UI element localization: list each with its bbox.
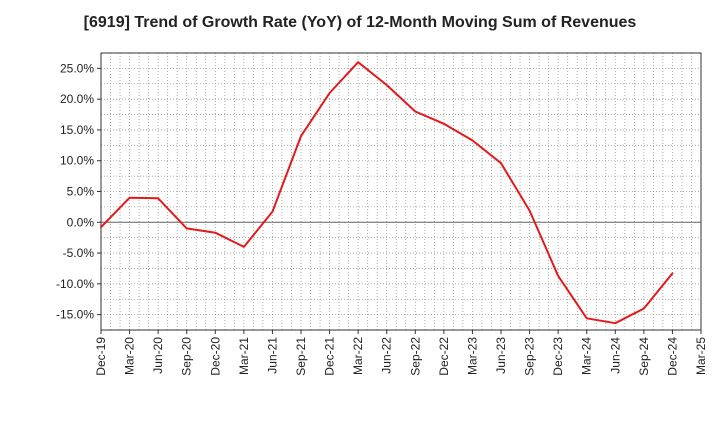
x-tick-label: Jun-23	[494, 337, 508, 374]
y-tick-label: 10.0%	[60, 154, 94, 168]
y-tick-label: -10.0%	[56, 277, 94, 291]
x-tick-label: Sep-22	[408, 337, 422, 376]
y-axis-ticks: 25.0% 20.0% 15.0% 10.0% 5.0% 0.0% -5.0% -10.0% -…	[56, 61, 101, 322]
x-tick-label: Sep-23	[523, 337, 537, 376]
grid-lines	[100, 52, 702, 331]
x-tick-label: Jun-22	[380, 337, 394, 374]
series-line	[100, 61, 674, 325]
x-tick-label: Mar-25	[694, 337, 708, 375]
x-tick-label: Dec-22	[437, 337, 451, 376]
x-tick-label: Jun-24	[608, 337, 622, 374]
x-tick-label: Dec-23	[551, 337, 565, 376]
y-tick-label: 5.0%	[67, 185, 95, 199]
y-tick-label: 20.0%	[60, 92, 94, 106]
chart-title: [6919] Trend of Growth Rate (YoY) of 12-…	[83, 14, 637, 31]
series-group	[100, 61, 674, 325]
y-tick-label: 15.0%	[60, 123, 94, 137]
x-tick-label: Dec-20	[208, 337, 222, 376]
x-tick-label: Mar-22	[351, 337, 365, 375]
x-tick-label: Sep-24	[637, 337, 651, 376]
x-tick-label: Jun-21	[265, 337, 279, 374]
x-tick-label: Mar-23	[465, 337, 479, 375]
y-tick-label: 0.0%	[67, 215, 95, 229]
y-tick-label: -15.0%	[56, 308, 94, 322]
x-tick-label: Mar-24	[580, 337, 594, 375]
y-tick-label: 25.0%	[60, 61, 94, 75]
x-tick-label: Dec-21	[323, 337, 337, 376]
x-tick-label: Jun-20	[151, 337, 165, 374]
x-tick-label: Dec-24	[665, 337, 679, 376]
x-tick-label: Mar-21	[237, 337, 251, 375]
y-tick-label: -5.0%	[63, 246, 95, 260]
x-tick-label: Dec-19	[94, 337, 108, 376]
x-axis-ticks: Dec-19 Mar-20 Jun-20 Sep-20 Dec-20 Mar-21 Jun-…	[94, 330, 708, 376]
x-tick-label: Sep-20	[180, 337, 194, 376]
x-tick-label: Mar-20	[123, 337, 137, 375]
x-tick-label: Sep-21	[294, 337, 308, 376]
